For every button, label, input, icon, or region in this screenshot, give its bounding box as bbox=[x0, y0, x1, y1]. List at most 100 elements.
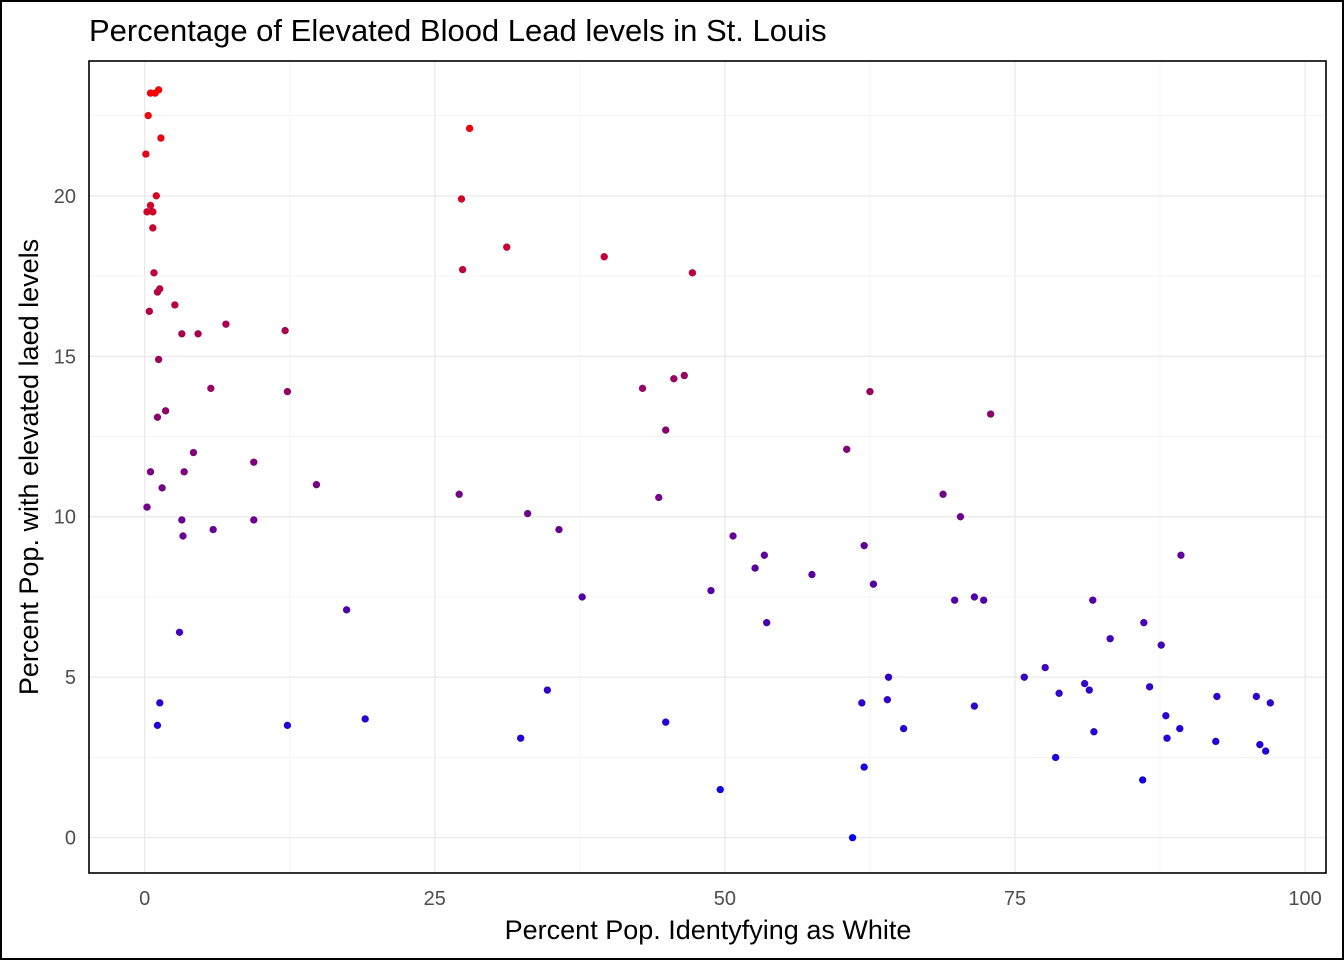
data-point bbox=[1213, 692, 1221, 701]
data-point bbox=[939, 490, 947, 499]
y-axis-title: Percent Pop. with elevated laed levels bbox=[14, 239, 44, 695]
data-point bbox=[1080, 679, 1089, 688]
data-point bbox=[858, 699, 866, 707]
data-point bbox=[1163, 734, 1171, 743]
y-tick-label: 5 bbox=[65, 667, 76, 689]
data-point bbox=[670, 374, 678, 383]
data-point bbox=[661, 718, 670, 726]
x-axis-ticks: 0 25 50 75 100 bbox=[139, 888, 1322, 910]
x-tick-label: 25 bbox=[424, 888, 446, 910]
data-point bbox=[899, 724, 908, 733]
data-point bbox=[222, 320, 230, 328]
data-point bbox=[457, 195, 466, 203]
data-point bbox=[1020, 673, 1029, 682]
data-point bbox=[1157, 641, 1166, 649]
data-point bbox=[869, 580, 878, 588]
data-point bbox=[751, 564, 759, 572]
data-point bbox=[543, 686, 552, 694]
data-point bbox=[760, 551, 769, 560]
data-point bbox=[1256, 740, 1264, 749]
data-point bbox=[455, 490, 463, 499]
x-tick-label: 100 bbox=[1288, 888, 1321, 910]
data-point bbox=[883, 695, 892, 704]
data-point bbox=[970, 702, 979, 710]
data-point bbox=[158, 484, 166, 492]
data-point bbox=[146, 201, 155, 210]
data-point bbox=[638, 384, 647, 393]
data-point bbox=[1090, 727, 1098, 736]
data-point bbox=[555, 525, 563, 534]
data-point bbox=[502, 243, 511, 251]
data-point bbox=[342, 606, 351, 614]
data-point bbox=[1140, 618, 1148, 627]
y-tick-label: 10 bbox=[54, 507, 76, 529]
data-point bbox=[1088, 596, 1097, 604]
x-tick-label: 0 bbox=[139, 888, 150, 910]
data-point bbox=[249, 458, 258, 466]
data-point bbox=[1138, 776, 1147, 784]
data-point bbox=[884, 673, 893, 682]
data-point bbox=[178, 330, 186, 338]
data-point bbox=[1085, 686, 1094, 694]
data-point bbox=[152, 191, 161, 200]
data-point bbox=[142, 150, 150, 158]
data-point bbox=[465, 124, 474, 133]
data-point bbox=[523, 509, 532, 518]
data-point bbox=[762, 618, 771, 627]
data-point bbox=[729, 532, 737, 540]
data-point bbox=[179, 532, 187, 540]
x-tick-label: 75 bbox=[1004, 888, 1026, 910]
data-point bbox=[848, 833, 857, 842]
data-point bbox=[149, 208, 157, 216]
x-tick-label: 50 bbox=[714, 888, 736, 910]
data-point bbox=[842, 445, 851, 454]
y-tick-label: 20 bbox=[54, 186, 76, 208]
data-point bbox=[178, 516, 186, 524]
data-point bbox=[157, 134, 165, 142]
data-point bbox=[860, 763, 868, 771]
data-point bbox=[1175, 724, 1184, 733]
data-point bbox=[171, 301, 179, 309]
data-point bbox=[144, 111, 152, 120]
data-point bbox=[458, 265, 467, 274]
data-point bbox=[1055, 689, 1063, 698]
data-point bbox=[808, 570, 816, 579]
data-point bbox=[600, 252, 609, 261]
data-points bbox=[142, 86, 1275, 842]
data-point bbox=[661, 426, 670, 434]
data-point bbox=[860, 541, 868, 550]
data-point bbox=[155, 699, 164, 707]
data-point bbox=[716, 785, 725, 794]
data-point bbox=[1041, 663, 1049, 672]
data-point bbox=[146, 468, 155, 476]
data-point bbox=[1252, 692, 1261, 701]
data-point bbox=[249, 516, 258, 524]
data-point bbox=[707, 586, 715, 595]
data-point bbox=[312, 480, 321, 489]
data-point bbox=[155, 285, 164, 293]
data-point bbox=[979, 596, 988, 604]
data-point bbox=[1266, 699, 1275, 707]
chart-title: Percentage of Elevated Blood Lead levels… bbox=[89, 13, 827, 48]
data-point bbox=[1177, 551, 1185, 560]
data-point bbox=[154, 355, 163, 364]
data-point bbox=[950, 596, 959, 604]
grid bbox=[89, 61, 1326, 873]
data-point bbox=[283, 387, 292, 396]
data-point bbox=[194, 330, 202, 338]
x-axis-title: Percent Pop. Identyfying as White bbox=[505, 915, 912, 945]
data-point bbox=[161, 407, 170, 415]
data-point bbox=[516, 734, 525, 743]
data-point bbox=[143, 503, 151, 511]
data-point bbox=[209, 525, 217, 534]
data-point bbox=[956, 512, 965, 521]
data-point bbox=[189, 448, 198, 457]
data-point bbox=[680, 371, 689, 380]
y-tick-label: 15 bbox=[54, 346, 76, 368]
data-point bbox=[688, 269, 697, 277]
data-point bbox=[986, 410, 995, 418]
data-point bbox=[283, 721, 292, 730]
data-point bbox=[153, 413, 162, 422]
